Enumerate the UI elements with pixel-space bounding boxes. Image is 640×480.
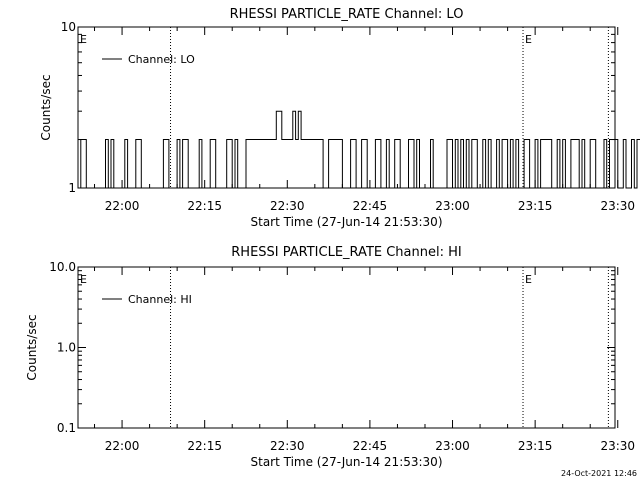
event-marker-label: E: [525, 33, 532, 46]
y-tick-label: 10: [61, 20, 76, 34]
panel-hi: RHESSI PARTICLE_RATE Channel: HI Start Ti…: [25, 245, 635, 469]
y-axis-label: Counts/sec: [25, 314, 39, 380]
y-axis-label: Counts/sec: [39, 74, 53, 140]
x-tick-label: 23:30: [600, 199, 635, 213]
y-tick-label: 1: [68, 181, 76, 195]
x-tick-label: 22:15: [187, 439, 222, 453]
x-tick-label: 22:45: [353, 439, 388, 453]
x-tick-label: 23:00: [435, 199, 470, 213]
x-tick-label: 23:00: [435, 439, 470, 453]
x-tick-label: 23:15: [518, 439, 553, 453]
x-tick-label: 22:45: [353, 199, 388, 213]
y-tick-label: 0.1: [57, 421, 76, 435]
legend-label: Channel: HI: [128, 293, 192, 306]
x-tick-label: 22:15: [187, 199, 222, 213]
x-tick-label: 23:15: [518, 199, 553, 213]
panel-lo: RHESSI PARTICLE_RATE Channel: LO Start Ti…: [39, 7, 640, 229]
x-tick-label: 22:30: [270, 199, 305, 213]
plot-frame: [77, 26, 616, 189]
series-line-0: [78, 110, 640, 189]
legend-label: Channel: LO: [128, 53, 195, 66]
x-axis-label: Start Time (27-Jun-14 21:53:30): [251, 455, 443, 469]
x-tick-label: 22:30: [270, 439, 305, 453]
x-tick-label: 22:00: [105, 439, 140, 453]
chart-title: RHESSI PARTICLE_RATE Channel: LO: [230, 7, 464, 22]
x-tick-label: 22:00: [105, 199, 140, 213]
footer-timestamp: 24-Oct-2021 12:46: [561, 469, 637, 478]
x-tick-label: 23:30: [600, 439, 635, 453]
event-marker-label: E: [80, 33, 87, 46]
event-marker-label: E: [525, 273, 532, 286]
x-axis-label: Start Time (27-Jun-14 21:53:30): [251, 215, 443, 229]
event-marker-label: E: [80, 273, 87, 286]
plot-frame: [77, 266, 616, 429]
y-tick-label: 1.0: [57, 341, 76, 355]
y-tick-label: 10.0: [49, 260, 76, 274]
chart-title: RHESSI PARTICLE_RATE Channel: HI: [231, 245, 461, 260]
